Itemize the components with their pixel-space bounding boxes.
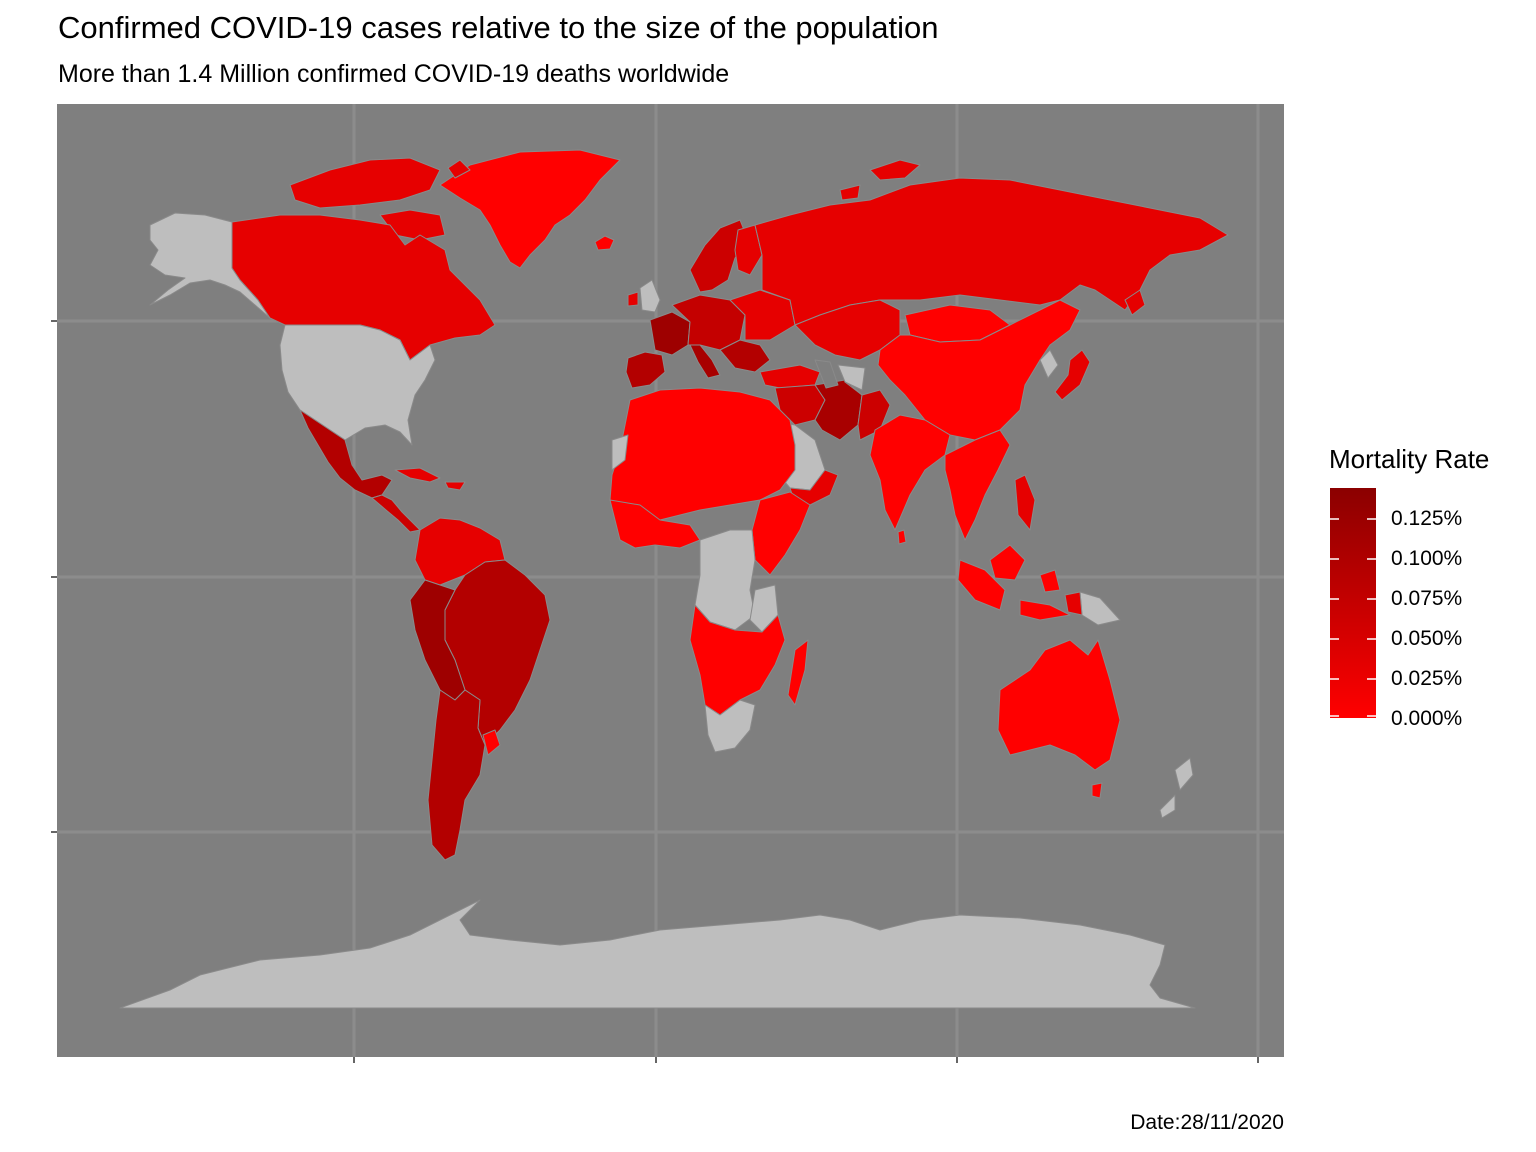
map-subtitle: More than 1.4 Million confirmed COVID-19… xyxy=(58,60,730,88)
legend-label-0100: 0.100% xyxy=(1391,547,1463,570)
country-north-korea xyxy=(1039,349,1059,379)
country-ireland xyxy=(627,291,639,307)
country-madagascar xyxy=(787,639,809,706)
country-sri-lanka xyxy=(897,529,907,545)
legend-colorbar xyxy=(1330,488,1376,718)
legend-label-0075: 0.075% xyxy=(1391,587,1463,610)
legend-label-0025: 0.025% xyxy=(1391,667,1463,690)
region-caribbean xyxy=(394,467,466,491)
region-west-africa xyxy=(609,499,701,549)
country-philippines xyxy=(1014,474,1036,531)
country-indonesia xyxy=(957,544,1071,621)
country-india xyxy=(869,414,951,531)
region-balkans xyxy=(719,339,771,373)
legend-label-0125: 0.125% xyxy=(1391,507,1463,530)
country-argentina-chile xyxy=(427,689,486,861)
region-antarctica xyxy=(119,899,1196,1009)
country-south-africa xyxy=(704,699,756,753)
region-western-sahara xyxy=(611,434,629,471)
country-iberia xyxy=(625,351,666,389)
country-greenland xyxy=(439,149,621,269)
country-iceland xyxy=(594,235,615,251)
region-western-south-america xyxy=(409,579,466,701)
country-uk xyxy=(639,279,661,313)
country-china xyxy=(877,299,1081,441)
country-turkmenistan xyxy=(837,364,866,391)
country-japan xyxy=(1054,349,1091,401)
country-west-papua xyxy=(1064,591,1083,616)
country-italy xyxy=(689,344,721,379)
country-united-states xyxy=(279,324,436,446)
region-southern-africa xyxy=(689,604,786,716)
country-mexico xyxy=(299,409,393,499)
region-eastern-europe xyxy=(729,289,796,341)
region-central-america xyxy=(371,494,421,533)
date-caption: Date:28/11/2020 xyxy=(1130,1111,1284,1134)
region-russia-islands xyxy=(839,159,1146,316)
country-australia xyxy=(997,639,1121,771)
legend-title: Mortality Rate xyxy=(1329,444,1490,474)
country-new-zealand xyxy=(1159,757,1194,819)
map-title: Confirmed COVID-19 cases relative to the… xyxy=(58,10,939,45)
legend-label-0000: 0.000% xyxy=(1391,707,1463,730)
region-caspian xyxy=(814,359,839,389)
legend-label-0050: 0.050% xyxy=(1391,627,1463,650)
region-southeast-asia xyxy=(944,429,1011,541)
axis-ticks xyxy=(51,320,1259,1063)
country-canada xyxy=(231,214,496,361)
region-tasmania xyxy=(1091,782,1103,799)
country-uruguay xyxy=(482,729,501,756)
